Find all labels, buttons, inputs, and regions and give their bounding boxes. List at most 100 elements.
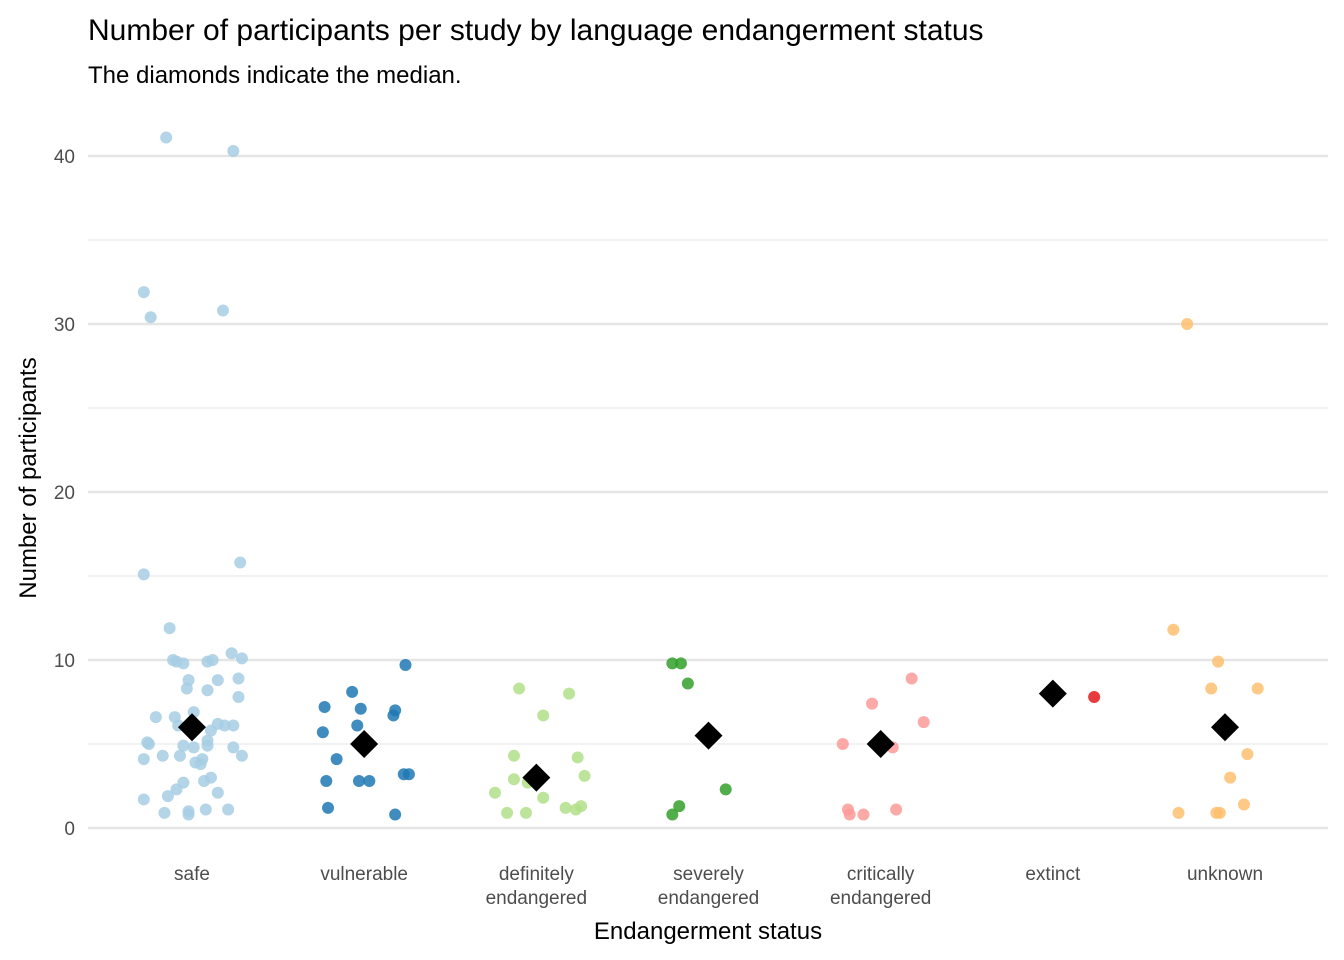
data-point [201, 739, 214, 752]
median-diamond [522, 763, 551, 792]
median-diamond [350, 730, 379, 758]
data-point [142, 738, 155, 750]
data-point [177, 739, 190, 752]
data-point [346, 685, 359, 698]
data-point [917, 716, 930, 729]
data-point [1224, 771, 1237, 784]
data-point [719, 783, 732, 796]
data-point [149, 711, 162, 724]
data-point [866, 697, 879, 710]
gridlines [88, 154, 1328, 830]
data-point [1237, 798, 1250, 811]
data-point [1205, 682, 1218, 695]
data-point [563, 687, 576, 700]
data-point [363, 774, 376, 787]
data-point [222, 803, 235, 816]
data-point [137, 753, 150, 766]
data-point [666, 657, 679, 670]
data-point [227, 741, 240, 754]
data-point [578, 769, 591, 782]
data-points [137, 131, 1264, 821]
x-axis-title: Endangerment status [594, 918, 822, 945]
data-point [173, 749, 186, 762]
data-point [234, 556, 247, 569]
data-point [144, 311, 157, 324]
data-point [575, 800, 588, 813]
data-point [211, 674, 224, 687]
data-point [1172, 806, 1185, 819]
data-point [322, 801, 335, 814]
x-tick-label: vulnerable [320, 864, 408, 885]
median-diamond [178, 713, 206, 742]
data-point [537, 791, 550, 804]
data-point [1210, 806, 1223, 819]
median-diamond [1038, 679, 1067, 708]
data-point [320, 774, 333, 787]
data-point [158, 806, 171, 819]
data-point [216, 304, 229, 317]
y-tick-label: 0 [64, 819, 75, 840]
data-point [351, 719, 364, 732]
data-point [387, 709, 400, 722]
data-point [232, 690, 245, 703]
data-point [318, 701, 331, 714]
data-point [177, 657, 190, 670]
x-tick-label: critically endangered [830, 864, 931, 909]
y-tick-label: 10 [54, 651, 75, 672]
data-point [227, 719, 240, 732]
data-point [187, 741, 200, 754]
data-point [399, 659, 412, 672]
data-point [160, 131, 173, 144]
data-point [507, 773, 520, 786]
data-point [673, 800, 686, 813]
data-point [211, 786, 224, 799]
x-tick-label: safe [174, 864, 210, 885]
data-point [489, 786, 502, 799]
data-point [681, 677, 694, 690]
data-point [194, 758, 207, 771]
data-point [235, 749, 248, 762]
data-point [571, 751, 584, 764]
median-diamonds [178, 679, 1239, 792]
data-point [201, 684, 214, 697]
data-point [354, 702, 367, 715]
data-point [227, 144, 240, 157]
x-axis-ticks: safe vulnerable definitely endangered severe… [174, 864, 1263, 909]
median-diamond [694, 721, 723, 750]
data-point [225, 647, 238, 660]
data-point [1212, 655, 1225, 668]
data-point [182, 808, 195, 821]
data-point [1088, 690, 1101, 703]
x-tick-label: extinct [1025, 864, 1081, 885]
data-point [316, 726, 329, 739]
data-point [905, 672, 918, 685]
data-point [520, 806, 533, 819]
data-point [137, 286, 150, 299]
data-point [537, 709, 550, 722]
data-point [180, 682, 193, 695]
data-point [559, 801, 572, 814]
data-point [232, 672, 245, 685]
median-diamond [1211, 713, 1239, 742]
data-point [890, 803, 903, 816]
data-point [501, 806, 514, 819]
data-point [218, 719, 231, 732]
y-tick-label: 40 [54, 147, 75, 168]
y-tick-label: 20 [54, 483, 75, 504]
data-point [163, 622, 176, 635]
chart-subtitle: The diamonds indicate the median. [88, 62, 462, 89]
x-tick-label: unknown [1187, 864, 1263, 885]
y-axis-ticks: 0 10 20 30 40 [54, 147, 75, 840]
x-tick-label: severely endangered [658, 864, 759, 909]
data-point [857, 808, 870, 821]
data-point [161, 790, 174, 803]
x-tick-label: definitely endangered [486, 864, 587, 909]
data-point [1181, 318, 1194, 330]
data-point [1241, 748, 1254, 761]
data-point [204, 724, 217, 737]
data-point [199, 803, 212, 816]
data-point [843, 808, 856, 821]
data-point [389, 808, 402, 821]
data-point [156, 749, 169, 762]
data-point [1251, 682, 1264, 695]
